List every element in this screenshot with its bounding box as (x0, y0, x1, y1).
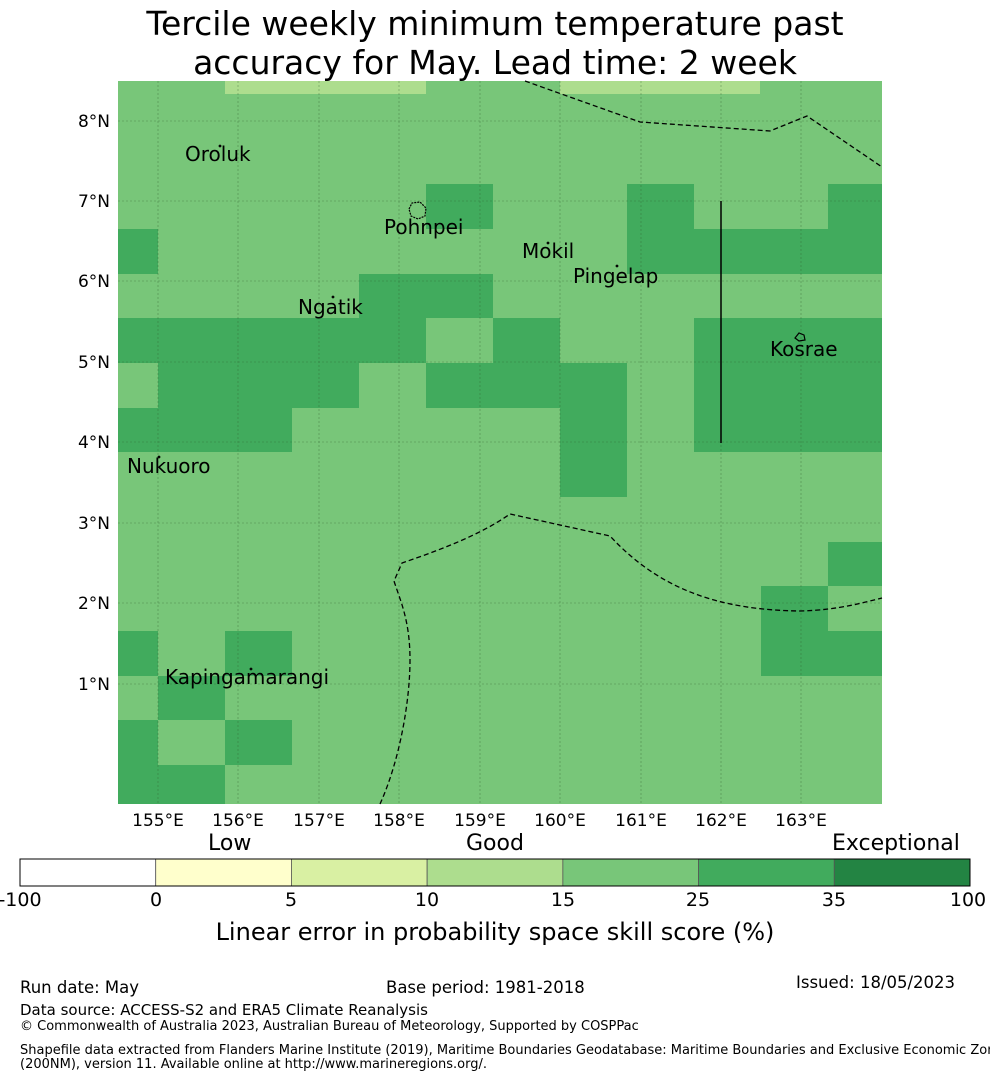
islands (157, 144, 806, 671)
lat-tick: 3°N (78, 514, 110, 534)
dark-cell (359, 274, 493, 318)
colorbar-segment (291, 858, 428, 887)
lat-tick: 4°N (78, 433, 110, 453)
chart-title: Tercile weekly minimum temperature past … (0, 4, 990, 82)
place-labels: Oroluk Pohnpei Mokil Pingelap Ngatik Kos… (127, 142, 838, 689)
colorbar-tick: 10 (414, 889, 440, 911)
eez-boundaries (379, 80, 883, 805)
colorbar-category-low: Low (208, 831, 252, 856)
place-label: Pohnpei (384, 215, 464, 239)
title-line-1: Tercile weekly minimum temperature past (146, 4, 844, 43)
place-label: Nukuoro (127, 454, 211, 478)
light-cell (560, 81, 760, 94)
colorbar-tick: 15 (550, 889, 576, 911)
lat-tick-labels: 8°N 7°N 6°N 5°N 4°N 3°N 2°N 1°N (78, 112, 110, 695)
run-date: Run date: May (20, 978, 140, 997)
light-cell (225, 81, 426, 94)
data-source: Data source: ACCESS-S2 and ERA5 Climate … (20, 1001, 428, 1019)
dark-cell (426, 363, 627, 408)
lat-tick: 6°N (78, 272, 110, 292)
colorbar-segment (833, 858, 971, 887)
dark-cell (225, 631, 292, 676)
lon-tick: 162°E (695, 811, 747, 831)
place-label: Oroluk (185, 142, 251, 166)
colorbar-segment (19, 858, 157, 887)
lon-tick: 160°E (534, 811, 586, 831)
colorbar-tick: 35 (821, 889, 847, 911)
dark-cell (493, 318, 560, 363)
lon-tick: 156°E (212, 811, 264, 831)
colorbar-tick: -100 (0, 889, 42, 911)
dark-cell (158, 676, 225, 720)
shapefile-credit-2: (200NM), version 11. Available online at… (20, 1057, 488, 1072)
colorbar-tick: 25 (685, 889, 711, 911)
dark-cell (828, 184, 882, 229)
colorbar-segment (426, 858, 564, 887)
dark-cell (118, 408, 292, 452)
lon-tick: 163°E (775, 811, 827, 831)
place-label: Pingelap (573, 264, 658, 288)
dark-cell (158, 363, 359, 408)
title-line-2: accuracy for May. Lead time: 2 week (193, 43, 797, 82)
colorbar-title: Linear error in probability space skill … (215, 918, 775, 946)
lat-tick: 7°N (78, 192, 110, 212)
lat-tick: 5°N (78, 353, 110, 373)
dark-cell (694, 318, 882, 452)
colorbar-category-exceptional: Exceptional (832, 831, 960, 856)
dark-cell (118, 318, 426, 363)
dark-cell (828, 631, 882, 676)
issued-date: Issued: 18/05/2023 (796, 973, 956, 992)
island-dot (331, 295, 335, 299)
dark-cell (158, 765, 225, 804)
dark-cell (560, 408, 627, 497)
island-dot (615, 264, 619, 268)
lat-tick: 8°N (78, 112, 110, 132)
colorbar-segment (562, 858, 699, 887)
place-label: Mokil (522, 239, 574, 263)
map-grid-cells (118, 81, 882, 804)
pohnpei-island (408, 201, 427, 220)
kosrae-island (794, 332, 806, 342)
lat-tick: 2°N (78, 594, 110, 614)
island-dot (249, 667, 253, 671)
dark-cell (118, 229, 158, 274)
colorbar-category-good: Good (466, 831, 524, 856)
dark-cell (828, 542, 882, 586)
lon-tick-labels: 155°E 156°E 157°E 158°E 159°E 160°E 161°… (132, 811, 827, 831)
lon-tick: 155°E (132, 811, 184, 831)
colorbar-tick: 100 (949, 889, 987, 911)
dark-cell (118, 631, 158, 676)
lon-tick: 159°E (454, 811, 506, 831)
place-label: Kosrae (770, 337, 838, 361)
place-label: Kapingamarangi (165, 665, 329, 689)
island-dot (546, 241, 550, 245)
colorbar-tick: 5 (284, 889, 298, 911)
dark-cell (694, 229, 882, 274)
copyright: © Commonwealth of Australia 2023, Austra… (20, 1019, 639, 1034)
colorbar-segment (698, 858, 835, 887)
island-dot (157, 455, 161, 459)
lon-tick: 161°E (615, 811, 667, 831)
island-dot (218, 144, 222, 148)
colorbar-tick: 0 (149, 889, 163, 911)
dark-cell (761, 586, 828, 676)
colorbar-segment (155, 858, 292, 887)
place-label: Ngatik (298, 295, 363, 319)
dark-cell (627, 184, 694, 274)
base-period: Base period: 1981-2018 (386, 978, 585, 997)
dark-cell (118, 720, 158, 804)
lon-tick: 157°E (293, 811, 345, 831)
dark-cell (225, 720, 292, 765)
colorbar (19, 858, 971, 887)
shapefile-credit-1: Shapefile data extracted from Flanders M… (20, 1043, 990, 1058)
dark-cell (426, 184, 493, 229)
lon-tick: 158°E (373, 811, 425, 831)
colorbar-frame (19, 858, 971, 887)
lat-tick: 1°N (78, 675, 110, 695)
